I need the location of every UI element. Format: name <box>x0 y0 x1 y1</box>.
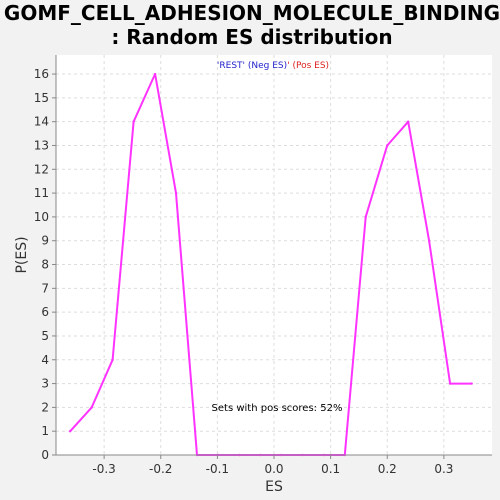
data-point <box>386 144 389 147</box>
y-tick-label: 2 <box>41 400 49 414</box>
y-tick-label: 7 <box>41 281 49 295</box>
y-tick-label: 4 <box>41 353 49 367</box>
data-point <box>68 429 72 433</box>
y-tick-label: 15 <box>34 91 49 105</box>
legend-separator: ' <box>287 61 289 71</box>
data-point <box>427 239 431 242</box>
y-tick-label: 10 <box>34 210 49 224</box>
data-point <box>111 358 114 361</box>
y-tick-label: 9 <box>41 234 49 248</box>
x-gridlines <box>103 55 445 455</box>
data-point <box>448 382 452 385</box>
y-tick-label: 16 <box>34 67 49 81</box>
y-tick-label: 14 <box>34 115 49 129</box>
data-point <box>90 406 93 409</box>
y-axis-label: P(ES) <box>14 236 30 273</box>
legend-neg-label: 'REST' (Neg ES) <box>217 61 287 71</box>
legend: 'REST' (Neg ES)' (Pos ES) <box>217 61 329 71</box>
x-tick-label: -0.3 <box>92 462 115 476</box>
data-point <box>406 120 410 123</box>
y-tick-label: 5 <box>41 329 49 343</box>
data-point <box>174 191 178 195</box>
x-tick-label: 0.3 <box>434 462 453 476</box>
x-ticks: -0.3 -0.2 -0.1 0.0 0.1 0.2 0.3 <box>92 455 453 476</box>
data-point <box>470 382 473 385</box>
x-tick-label: 0.1 <box>321 462 340 476</box>
x-axis-label: ES <box>265 479 283 495</box>
data-point <box>153 72 157 76</box>
y-tick-label: 12 <box>34 162 49 176</box>
legend-pos-label: (Pos ES) <box>290 61 329 71</box>
y-tick-label: 13 <box>34 138 49 152</box>
pos-scores-annotation: Sets with pos scores: 52% <box>212 403 343 414</box>
y-tick-label: 0 <box>41 448 49 462</box>
y-tick-label: 6 <box>41 305 49 319</box>
y-tick-label: 1 <box>41 424 49 438</box>
x-tick-label: 0.0 <box>264 462 283 476</box>
y-tick-label: 11 <box>34 186 49 200</box>
y-tick-label: 8 <box>41 258 49 272</box>
x-tick-label: 0.2 <box>378 462 397 476</box>
x-tick-label: -0.2 <box>149 462 172 476</box>
x-tick-label: -0.1 <box>206 462 229 476</box>
chart-title-line2: : Random ES distribution <box>111 25 392 49</box>
data-point <box>364 215 367 219</box>
y-tick-label: 3 <box>41 377 49 391</box>
chart-title-line1: GOMF_CELL_ADHESION_MOLECULE_BINDING <box>4 1 500 25</box>
data-point <box>132 120 135 123</box>
